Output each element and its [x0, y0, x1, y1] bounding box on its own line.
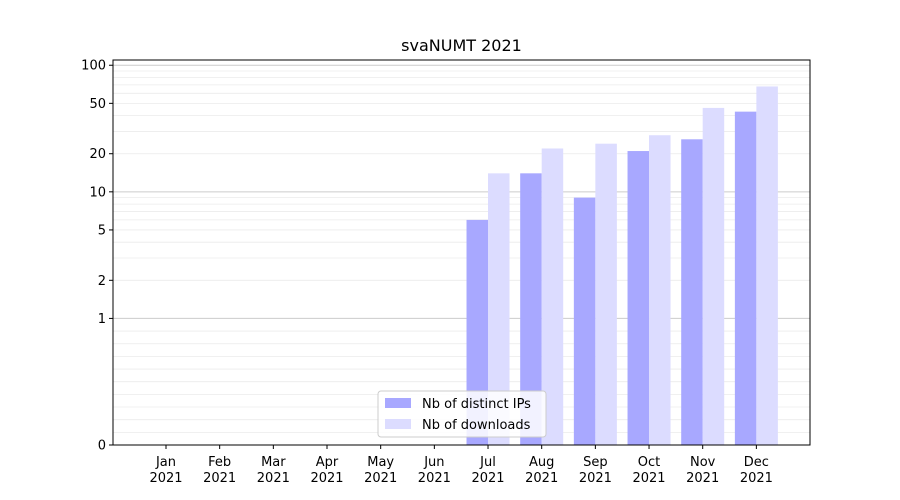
- bar-downloads: [488, 173, 510, 445]
- y-tick-label: 2: [98, 274, 106, 289]
- y-tick-label: 0: [98, 439, 106, 454]
- x-axis-ticks: Jan 2021 Feb 2021 Mar 2021 Apr 2021 May 2021 Jun 20…: [149, 445, 773, 486]
- legend-swatch: [385, 419, 411, 429]
- y-axis-ticks: 0 1 2 5 10 20 50 100: [81, 59, 113, 454]
- legend-box: [377, 390, 547, 438]
- bar-distinct-ips: [466, 219, 489, 445]
- bar-downloads: [649, 135, 671, 445]
- y-tick-label: 20: [89, 147, 106, 162]
- bars: [466, 86, 778, 446]
- y-tick-label: 5: [98, 223, 106, 238]
- x-tick-label: Oct 2021: [632, 455, 665, 486]
- x-tick-label: Jun 2021: [418, 455, 451, 486]
- x-tick-label: Dec 2021: [740, 455, 773, 486]
- x-tick-label: Apr 2021: [310, 455, 343, 486]
- y-tick-label: 100: [81, 59, 106, 74]
- y-tick-label: 1: [98, 312, 106, 327]
- x-tick-label: Mar 2021: [257, 455, 290, 486]
- bar-distinct-ips: [627, 151, 650, 445]
- legend: Nb of distinct IPs Nb of downloads: [377, 390, 547, 438]
- bar-distinct-ips: [681, 139, 703, 445]
- x-tick-label: Sep 2021: [579, 455, 612, 486]
- bar-downloads: [756, 86, 778, 445]
- x-tick-label: Jan 2021: [149, 455, 182, 486]
- plot-area-frame: [112, 59, 811, 446]
- legend-swatch: [385, 398, 411, 408]
- bar-downloads: [595, 143, 617, 445]
- x-tick-label: Feb 2021: [203, 455, 236, 486]
- legend-label: Nb of distinct IPs: [422, 397, 531, 412]
- x-tick-label: May 2021: [364, 455, 397, 486]
- y-tick-label: 50: [89, 97, 106, 112]
- y-tick-label: 10: [89, 185, 106, 200]
- x-tick-label: Aug 2021: [525, 455, 558, 486]
- bar-downloads: [702, 107, 725, 446]
- bar-downloads: [541, 148, 564, 445]
- chart-title: svaNUMT 2021: [401, 36, 522, 55]
- x-tick-label: Nov 2021: [686, 455, 719, 486]
- bar-distinct-ips: [520, 173, 542, 445]
- legend-label: Nb of downloads: [422, 418, 531, 433]
- bar-distinct-ips: [573, 197, 596, 445]
- bar-distinct-ips: [734, 111, 757, 445]
- x-tick-label: Jul 2021: [471, 455, 504, 486]
